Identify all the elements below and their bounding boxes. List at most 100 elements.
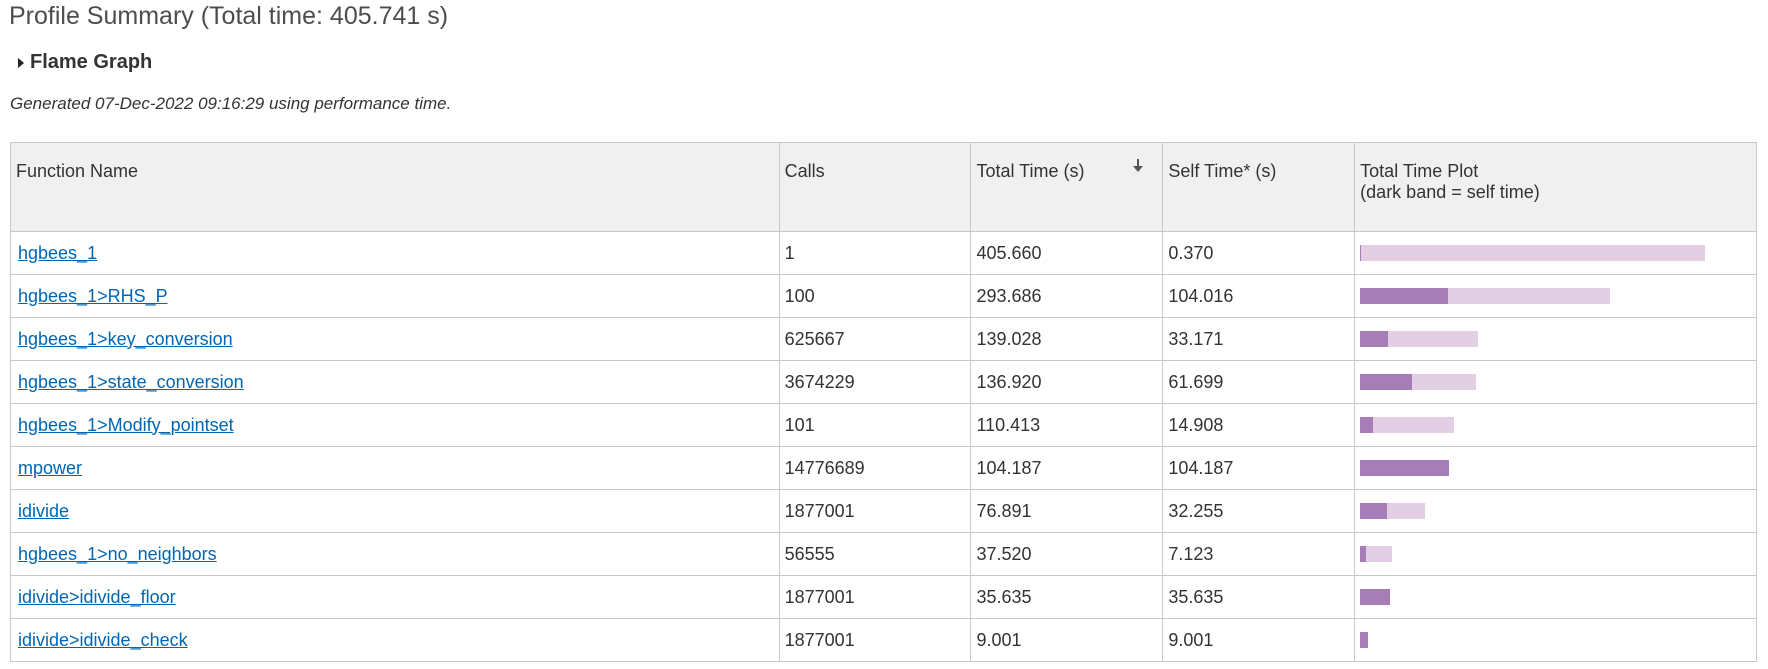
cell-self-time: 61.699 bbox=[1162, 360, 1356, 404]
table-row: hgbees_1>key_conversion 625667 139.028 33.1… bbox=[10, 317, 1757, 361]
cell-self-time: 7.123 bbox=[1162, 532, 1356, 576]
cell-calls: 14776689 bbox=[778, 446, 972, 490]
cell-self-time: 104.016 bbox=[1162, 274, 1356, 318]
function-link[interactable]: hgbees_1>no_neighbors bbox=[18, 543, 217, 564]
self-time-bar bbox=[1360, 417, 1374, 433]
cell-total-time: 104.187 bbox=[970, 446, 1164, 490]
time-bar bbox=[1360, 503, 1751, 519]
cell-total-time-plot bbox=[1354, 575, 1757, 619]
self-time-bar bbox=[1360, 331, 1389, 347]
function-link[interactable]: hgbees_1>key_conversion bbox=[18, 328, 233, 349]
cell-total-time: 405.660 bbox=[970, 231, 1164, 275]
cell-total-time-plot bbox=[1354, 317, 1757, 361]
self-time-bar bbox=[1360, 589, 1391, 605]
function-link[interactable]: hgbees_1>RHS_P bbox=[18, 285, 168, 306]
self-time-bar bbox=[1360, 632, 1369, 648]
cell-total-time: 76.891 bbox=[970, 489, 1164, 533]
total-time-bar bbox=[1360, 546, 1393, 562]
self-time-bar bbox=[1360, 245, 1362, 261]
cell-self-time: 9.001 bbox=[1162, 618, 1356, 662]
header-function-name-label: Function Name bbox=[16, 161, 139, 181]
table-row: hgbees_1>no_neighbors 56555 37.520 7.123 bbox=[10, 532, 1757, 576]
cell-self-time: 33.171 bbox=[1162, 317, 1356, 361]
cell-function-name: mpower bbox=[10, 446, 780, 490]
self-time-bar bbox=[1360, 503, 1388, 519]
total-time-bar bbox=[1360, 245, 1706, 261]
cell-function-name: hgbees_1 bbox=[10, 231, 780, 275]
header-total-time[interactable]: Total Time (s) bbox=[970, 142, 1164, 232]
table-row: idivide>idivide_check 1877001 9.001 9.001 bbox=[10, 618, 1757, 662]
function-link[interactable]: hgbees_1 bbox=[18, 242, 98, 263]
header-total-time-plot: Total Time Plot (dark band = self time) bbox=[1354, 142, 1757, 232]
caret-right-icon bbox=[18, 57, 24, 68]
function-link[interactable]: idivide>idivide_check bbox=[18, 629, 188, 650]
cell-total-time: 139.028 bbox=[970, 317, 1164, 361]
header-plot-title: Total Time Plot bbox=[1360, 161, 1479, 181]
sort-descending-icon bbox=[1132, 159, 1144, 173]
header-self-time[interactable]: Self Time* (s) bbox=[1162, 142, 1356, 232]
time-bar bbox=[1360, 245, 1751, 261]
table-row: hgbees_1>state_conversion 3674229 136.920 6… bbox=[10, 360, 1757, 404]
cell-total-time-plot bbox=[1354, 489, 1757, 533]
cell-function-name: idivide>idivide_check bbox=[10, 618, 780, 662]
function-link[interactable]: hgbees_1>state_conversion bbox=[18, 371, 244, 392]
cell-total-time-plot bbox=[1354, 360, 1757, 404]
self-time-bar bbox=[1360, 460, 1450, 476]
table-row: idivide>idivide_floor 1877001 35.635 35.635 bbox=[10, 575, 1757, 619]
function-link[interactable]: mpower bbox=[18, 457, 83, 478]
cell-self-time: 14.908 bbox=[1162, 403, 1356, 447]
total-time-bar bbox=[1360, 331, 1479, 347]
header-self-time-label: Self Time* (s) bbox=[1168, 161, 1277, 181]
header-total-time-label: Total Time (s) bbox=[976, 161, 1085, 181]
cell-total-time-plot bbox=[1354, 446, 1757, 490]
cell-total-time: 35.635 bbox=[970, 575, 1164, 619]
cell-total-time-plot bbox=[1354, 231, 1757, 275]
cell-calls: 56555 bbox=[778, 532, 972, 576]
cell-calls: 1877001 bbox=[778, 618, 972, 662]
cell-total-time-plot bbox=[1354, 403, 1757, 447]
cell-calls: 1 bbox=[778, 231, 972, 275]
cell-self-time: 32.255 bbox=[1162, 489, 1356, 533]
self-time-bar bbox=[1360, 546, 1367, 562]
cell-calls: 3674229 bbox=[778, 360, 972, 404]
cell-function-name: hgbees_1>no_neighbors bbox=[10, 532, 780, 576]
time-bar bbox=[1360, 546, 1751, 562]
total-time-bar bbox=[1360, 417, 1455, 433]
cell-total-time-plot bbox=[1354, 274, 1757, 318]
function-link[interactable]: idivide>idivide_floor bbox=[18, 586, 176, 607]
cell-self-time: 35.635 bbox=[1162, 575, 1356, 619]
time-bar bbox=[1360, 589, 1751, 605]
page-title: Profile Summary (Total time: 405.741 s) bbox=[9, 2, 449, 30]
cell-total-time: 110.413 bbox=[970, 403, 1164, 447]
cell-function-name: hgbees_1>key_conversion bbox=[10, 317, 780, 361]
flame-graph-toggle[interactable]: Flame Graph bbox=[18, 51, 152, 74]
time-bar bbox=[1360, 288, 1751, 304]
time-bar bbox=[1360, 331, 1751, 347]
cell-calls: 1877001 bbox=[778, 575, 972, 619]
self-time-bar bbox=[1360, 374, 1413, 390]
time-bar bbox=[1360, 374, 1751, 390]
time-bar bbox=[1360, 417, 1751, 433]
table-row: idivide 1877001 76.891 32.255 bbox=[10, 489, 1757, 533]
cell-calls: 625667 bbox=[778, 317, 972, 361]
cell-function-name: hgbees_1>Modify_pointset bbox=[10, 403, 780, 447]
table-header-row: Function Name Calls Total Time (s) Self … bbox=[10, 142, 1757, 232]
cell-total-time: 293.686 bbox=[970, 274, 1164, 318]
cell-total-time-plot bbox=[1354, 618, 1757, 662]
header-plot-subtitle: (dark band = self time) bbox=[1360, 182, 1540, 202]
cell-self-time: 0.370 bbox=[1162, 231, 1356, 275]
cell-total-time: 136.920 bbox=[970, 360, 1164, 404]
function-link[interactable]: hgbees_1>Modify_pointset bbox=[18, 414, 234, 435]
cell-function-name: hgbees_1>RHS_P bbox=[10, 274, 780, 318]
table-row: hgbees_1>RHS_P 100 293.686 104.016 bbox=[10, 274, 1757, 318]
self-time-bar bbox=[1360, 288, 1449, 304]
cell-calls: 101 bbox=[778, 403, 972, 447]
cell-total-time-plot bbox=[1354, 532, 1757, 576]
header-calls[interactable]: Calls bbox=[778, 142, 972, 232]
cell-function-name: hgbees_1>state_conversion bbox=[10, 360, 780, 404]
table-row: hgbees_1>Modify_pointset 101 110.413 14.908 bbox=[10, 403, 1757, 447]
header-function-name[interactable]: Function Name bbox=[10, 142, 780, 232]
profile-summary-table: Function Name Calls Total Time (s) Self … bbox=[10, 142, 1757, 662]
function-link[interactable]: idivide bbox=[18, 500, 70, 521]
flame-graph-label: Flame Graph bbox=[30, 51, 153, 73]
